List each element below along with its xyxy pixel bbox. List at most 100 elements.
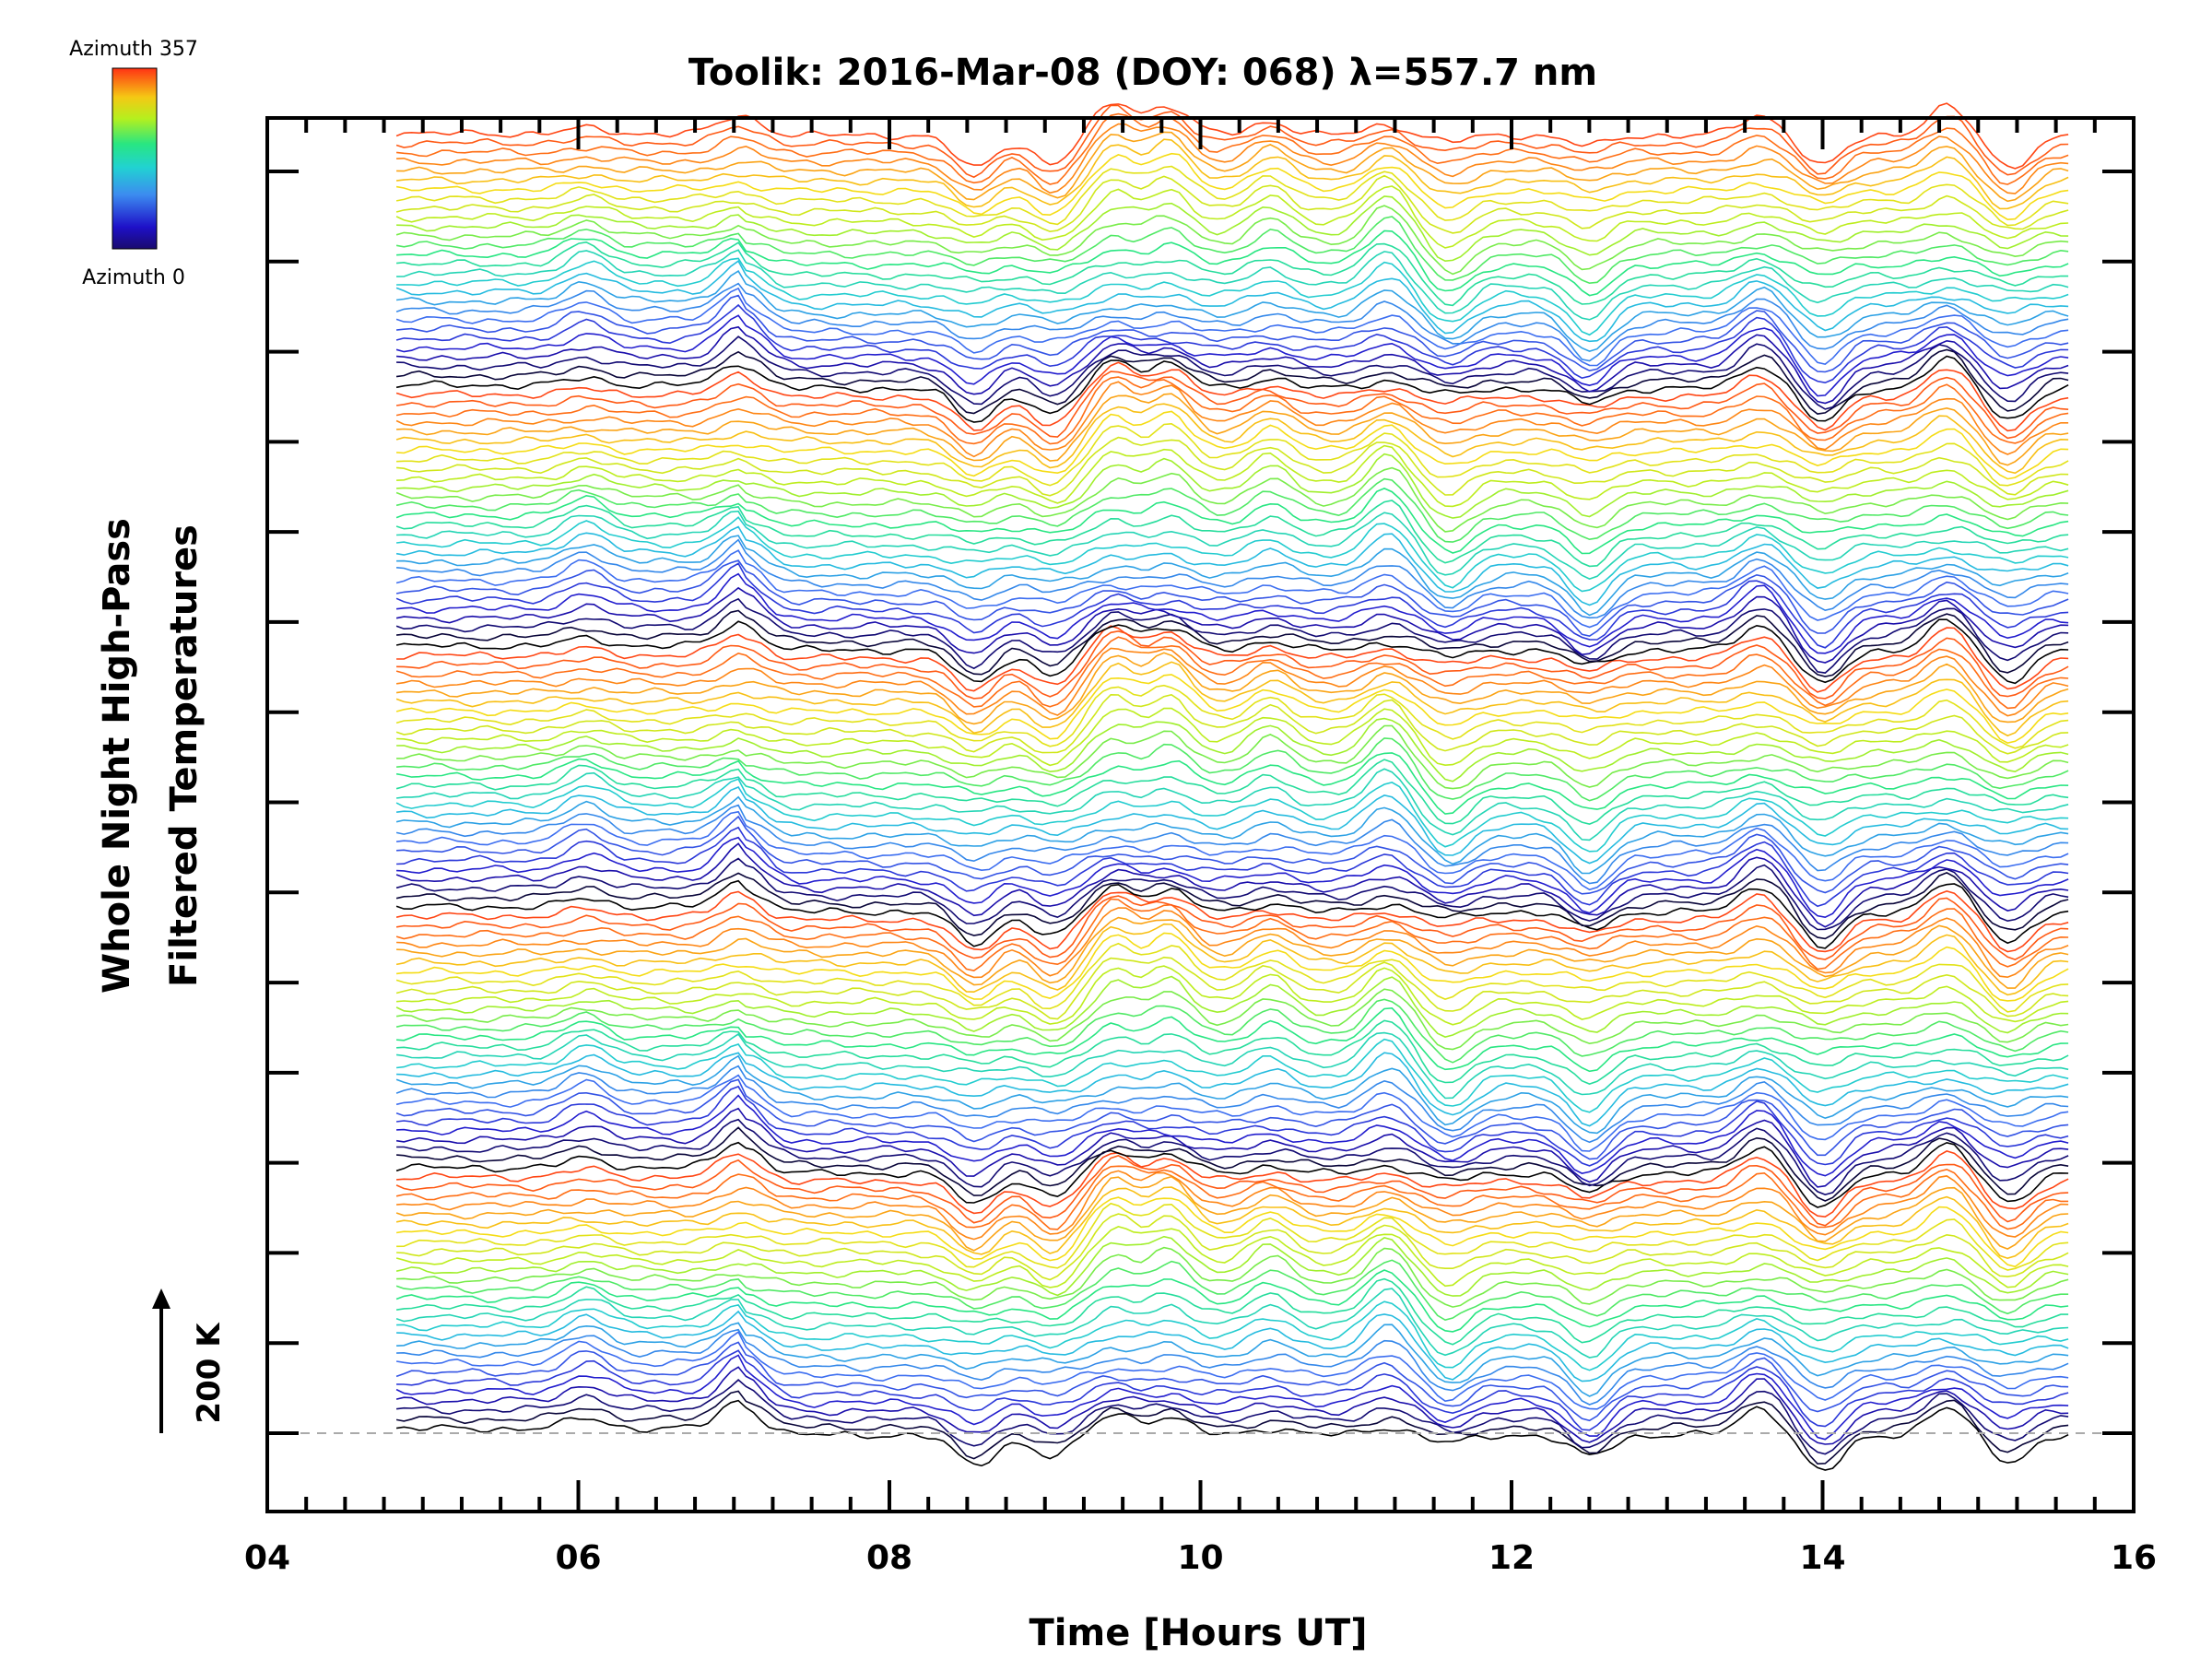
series-line-138 (395, 104, 2069, 179)
series-line-6 (395, 1341, 2069, 1422)
series-line-115 (396, 325, 2069, 405)
series-line-7 (395, 1331, 2069, 1410)
series-line-126 (396, 229, 2069, 297)
series-line-112 (395, 355, 2069, 423)
series-line-74 (396, 707, 2069, 767)
series-line-106 (395, 403, 2069, 475)
series-line-32 (396, 1094, 2069, 1177)
series-line-11 (396, 1300, 2069, 1371)
series-line-66 (396, 786, 2069, 865)
series-line-123 (396, 257, 2069, 336)
series-line-31 (395, 1107, 2069, 1188)
y-axis-label-line1: Whole Night High-Pass (96, 518, 138, 994)
series-line-61 (396, 826, 2069, 908)
series-line-96 (396, 510, 2069, 580)
series-line-107 (396, 393, 2069, 466)
series-line-83 (396, 625, 2069, 693)
series-line-110 (395, 371, 2069, 440)
axis-layer: 04 06 08 10 12 14 16 (244, 116, 2157, 1577)
series-line-42 (396, 1006, 2069, 1073)
series-line-17 (395, 1235, 2069, 1297)
series-line-88 (396, 572, 2069, 654)
series-line-48 (395, 942, 2069, 1013)
series-line-137 (396, 112, 2069, 185)
series-line-82 (396, 629, 2069, 700)
series-line-45 (395, 975, 2069, 1038)
series-line-91 (395, 549, 2069, 629)
x-axis-label: Time [Hours UT] (1030, 1612, 1368, 1654)
series-line-70 (395, 752, 2069, 815)
series-line-68 (395, 768, 2069, 841)
series-line-127 (395, 216, 2069, 285)
series-line-80 (395, 647, 2069, 717)
series-line-2 (396, 1379, 2069, 1455)
series-line-19 (396, 1213, 2069, 1281)
series-line-8 (396, 1328, 2069, 1406)
series-line-101 (396, 453, 2069, 519)
series-line-4 (395, 1354, 2069, 1441)
series-line-43 (395, 998, 2069, 1064)
series-line-114 (396, 335, 2069, 410)
series-line-100 (395, 466, 2069, 533)
series-line-77 (395, 674, 2069, 744)
series-line-25 (395, 1165, 2069, 1230)
series-line-5 (396, 1349, 2069, 1431)
series-line-105 (396, 410, 2069, 480)
series-line-133 (395, 152, 2069, 221)
series-line-75 (395, 693, 2069, 755)
chart-title: Toolik: 2016-Mar-08 (DOY: 068) λ=557.7 n… (688, 52, 1597, 94)
series-line-92 (396, 538, 2069, 619)
series-line-36 (395, 1065, 2069, 1144)
series-line-116 (395, 314, 2069, 397)
series-line-27 (396, 1150, 2069, 1218)
series-line-23 (395, 1175, 2069, 1252)
series-line-34 (395, 1078, 2069, 1160)
series-line-41 (396, 1019, 2069, 1085)
series-line-3 (395, 1366, 2069, 1445)
series-line-9 (396, 1322, 2069, 1397)
x-tick-label: 04 (244, 1539, 290, 1577)
series-line-12 (395, 1288, 2069, 1359)
series-line-14 (395, 1269, 2069, 1333)
series-line-18 (395, 1226, 2069, 1288)
scale-indicator: 200 K (152, 1288, 228, 1433)
series-line-94 (395, 525, 2069, 606)
legend-bottom-label: Azimuth 0 (82, 266, 185, 289)
series-line-90 (395, 559, 2069, 638)
series-line-124 (396, 249, 2069, 321)
series-line-72 (396, 724, 2069, 790)
series-line-78 (395, 661, 2069, 737)
series-line-46 (396, 965, 2069, 1026)
series-line-102 (396, 444, 2069, 508)
series-line-93 (396, 535, 2069, 617)
series-line-134 (396, 138, 2069, 210)
x-tick-label: 16 (2111, 1539, 2157, 1577)
x-tick-label: 14 (1799, 1539, 1845, 1577)
series-line-109 (395, 376, 2069, 445)
series-line-60 (396, 836, 2069, 919)
series-line-135 (396, 131, 2069, 203)
series-line-44 (395, 988, 2069, 1051)
series-line-118 (396, 294, 2069, 373)
series-line-24 (396, 1170, 2069, 1241)
series-line-29 (396, 1126, 2069, 1202)
series-line-59 (395, 842, 2069, 928)
series-line-20 (396, 1202, 2069, 1271)
series-line-67 (395, 778, 2069, 853)
y-axis-label-line2: Filtered Temperatures (163, 524, 206, 987)
series-line-52 (396, 907, 2069, 979)
azimuth-legend: Azimuth 357 Azimuth 0 (69, 38, 198, 289)
azimuth-colorbar (112, 67, 158, 250)
series-line-1 (395, 1390, 2069, 1465)
series-line-38 (396, 1052, 2069, 1127)
scale-label: 200 K (191, 1322, 228, 1424)
series-line-69 (395, 759, 2069, 825)
series-line-65 (395, 795, 2069, 875)
series-line-104 (396, 422, 2069, 487)
series-line-98 (395, 488, 2069, 555)
series-line-117 (395, 303, 2069, 384)
series-line-62 (396, 815, 2069, 895)
series-line-56 (395, 879, 2069, 949)
series-line-136 (396, 123, 2069, 194)
series-line-71 (396, 737, 2069, 802)
